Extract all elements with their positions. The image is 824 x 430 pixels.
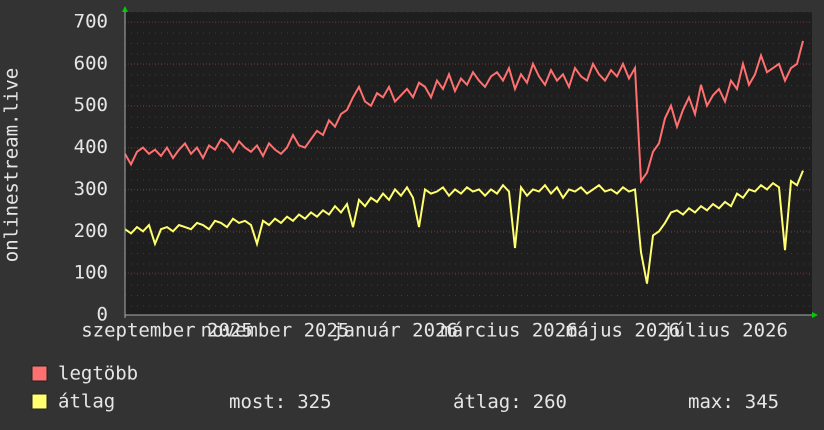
x-tick-label: szeptember 2025	[81, 320, 253, 342]
y-tick-label: 200	[74, 220, 108, 242]
y-tick-label: 500	[74, 94, 108, 116]
stat-value: 325	[297, 391, 331, 413]
y-tick-label: 400	[74, 136, 108, 158]
x-tick-label: január 2026	[332, 320, 458, 342]
minor-grid	[125, 12, 812, 315]
x-tick-label: május 2026	[566, 320, 680, 342]
y-arrow	[122, 6, 128, 12]
x-tick-label: július 2026	[662, 320, 788, 342]
stat: most: 325	[229, 391, 332, 413]
x-tick-label: november 2025	[201, 320, 350, 342]
y-tick-label: 300	[74, 178, 108, 200]
y-tick-label: 0	[97, 304, 108, 326]
x-arrow	[812, 312, 818, 318]
series-line	[124, 170, 804, 284]
x-tick-label: március 2026	[440, 320, 577, 342]
stat: átlag: 260	[453, 391, 567, 413]
stat-label: most:	[229, 391, 286, 413]
legend-swatch	[31, 365, 48, 382]
legend-label: átlag	[58, 391, 115, 413]
legend-swatch	[31, 393, 48, 410]
stat-value: 345	[745, 391, 779, 413]
y-tick-label: 600	[74, 52, 108, 74]
stat: max: 345	[688, 391, 779, 413]
stat-label: max:	[688, 391, 734, 413]
stat-label: átlag:	[453, 391, 522, 413]
stat-value: 260	[533, 391, 567, 413]
series-line	[124, 40, 804, 184]
legend-label: legtöbb	[58, 363, 138, 385]
y-axis-label: onlinestream.live	[1, 68, 23, 262]
y-tick-label: 700	[74, 11, 108, 33]
y-tick-label: 100	[74, 262, 108, 284]
